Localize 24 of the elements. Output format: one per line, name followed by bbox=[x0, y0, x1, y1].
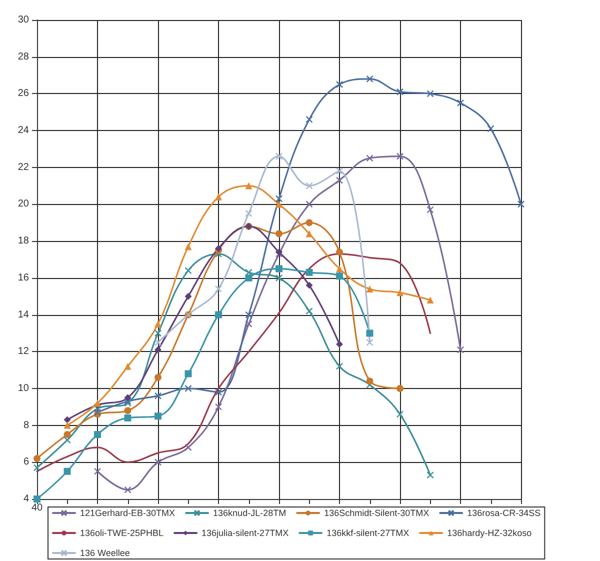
y-tick-label: 26 bbox=[18, 88, 30, 100]
y-tick-label: 4 bbox=[23, 494, 30, 504]
y-tick-label: 10 bbox=[18, 382, 30, 394]
legend-label: 121Gerhard-EB-30TMX bbox=[80, 508, 176, 518]
y-tick-label: 24 bbox=[18, 125, 30, 136]
y-tick-label: 20 bbox=[18, 198, 30, 210]
legend-label: 136kkf-silent-27TMX bbox=[326, 528, 410, 538]
y-tick-label: 28 bbox=[18, 51, 30, 62]
legend-label: 136hardy-HZ-32koso bbox=[447, 528, 532, 538]
legend-label: 136Schmidt-Silent-30TMX bbox=[324, 508, 430, 518]
x-tick-label: 40 bbox=[31, 502, 43, 514]
y-tick-label: 8 bbox=[23, 420, 30, 431]
y-tick-label: 6 bbox=[23, 456, 30, 468]
legend-label: 136julia-silent-27TMX bbox=[202, 528, 289, 538]
y-tick-label: 16 bbox=[18, 272, 30, 284]
y-tick-label: 22 bbox=[18, 162, 30, 173]
y-tick-label: 12 bbox=[18, 346, 30, 358]
y-tick-label: 14 bbox=[18, 309, 30, 320]
legend-label: 136oli-TWE-25PHBL bbox=[80, 528, 164, 538]
y-tick-label: 18 bbox=[18, 236, 30, 247]
legend-label: 136knud-JL-28TM bbox=[213, 508, 286, 518]
legend-label: 136 Weellee bbox=[80, 548, 130, 558]
legend-label: 136rosa-CR-34SS bbox=[467, 508, 541, 518]
y-tick-label: 30 bbox=[18, 14, 30, 26]
